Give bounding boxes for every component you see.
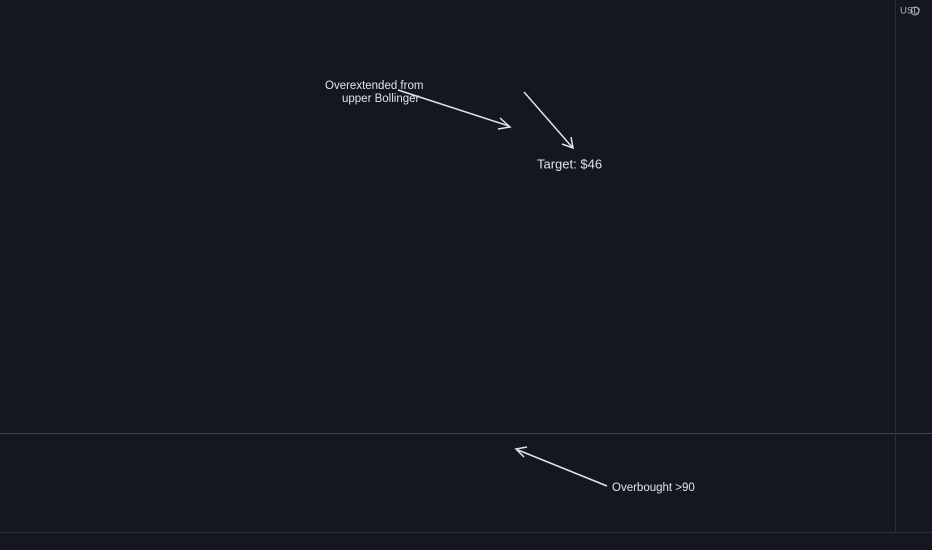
icon xyxy=(910,6,920,16)
annotation: Target: $46 xyxy=(537,156,602,171)
arrowhead xyxy=(561,136,574,150)
annotation: Overextended from xyxy=(325,80,423,92)
arrowhead xyxy=(497,117,512,130)
arrowhead xyxy=(514,446,528,458)
arrow xyxy=(523,91,573,148)
annotation: Overbought >90 xyxy=(612,482,695,494)
arrow xyxy=(397,89,510,127)
annotation: upper Bollinger xyxy=(342,93,420,105)
currency: USD xyxy=(900,6,920,17)
arrow xyxy=(517,449,608,487)
